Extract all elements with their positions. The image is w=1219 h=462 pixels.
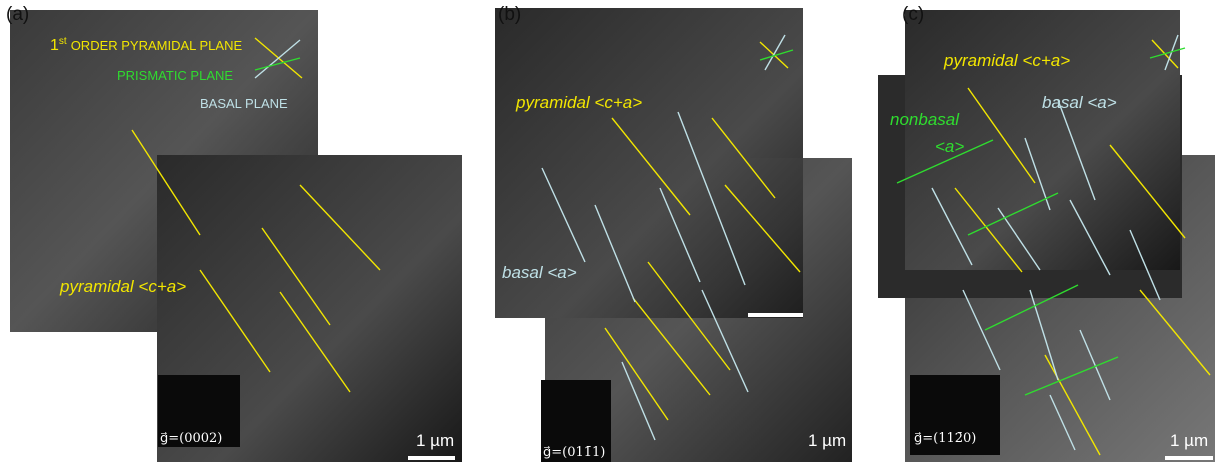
scale-label: 1 µm bbox=[1170, 431, 1208, 450]
g-vector: g⃗=(0002) bbox=[160, 431, 222, 446]
annotation: BASAL PLANE bbox=[200, 96, 288, 111]
annotation: pyramidal <c+a> bbox=[515, 93, 642, 112]
annotation: basal <a> bbox=[1042, 93, 1117, 112]
panel-label: (c) bbox=[902, 4, 924, 25]
scale-bar bbox=[748, 313, 803, 317]
annotation: basal <a> bbox=[502, 263, 577, 282]
annotation: PRISMATIC PLANE bbox=[117, 68, 233, 83]
g-vector: g⃗=(011̄1) bbox=[543, 445, 605, 460]
annotation: pyramidal <c+a> bbox=[943, 51, 1070, 70]
scale-bar bbox=[1165, 456, 1213, 460]
annotation: pyramidal <c+a> bbox=[59, 277, 186, 296]
annotation: nonbasal bbox=[890, 110, 960, 129]
figure: (a) 1stORDER PYRAMIDAL PLANE PRISMATIC P… bbox=[0, 0, 1219, 462]
g-vector: g⃗=(112̄0) bbox=[914, 431, 976, 446]
scale-bar bbox=[408, 456, 455, 460]
panel-label: (b) bbox=[498, 4, 521, 25]
annotation: <a> bbox=[935, 137, 964, 156]
scale-label: 1 µm bbox=[808, 431, 846, 450]
panel-label: (a) bbox=[6, 4, 29, 25]
scale-label: 1 µm bbox=[416, 431, 454, 450]
